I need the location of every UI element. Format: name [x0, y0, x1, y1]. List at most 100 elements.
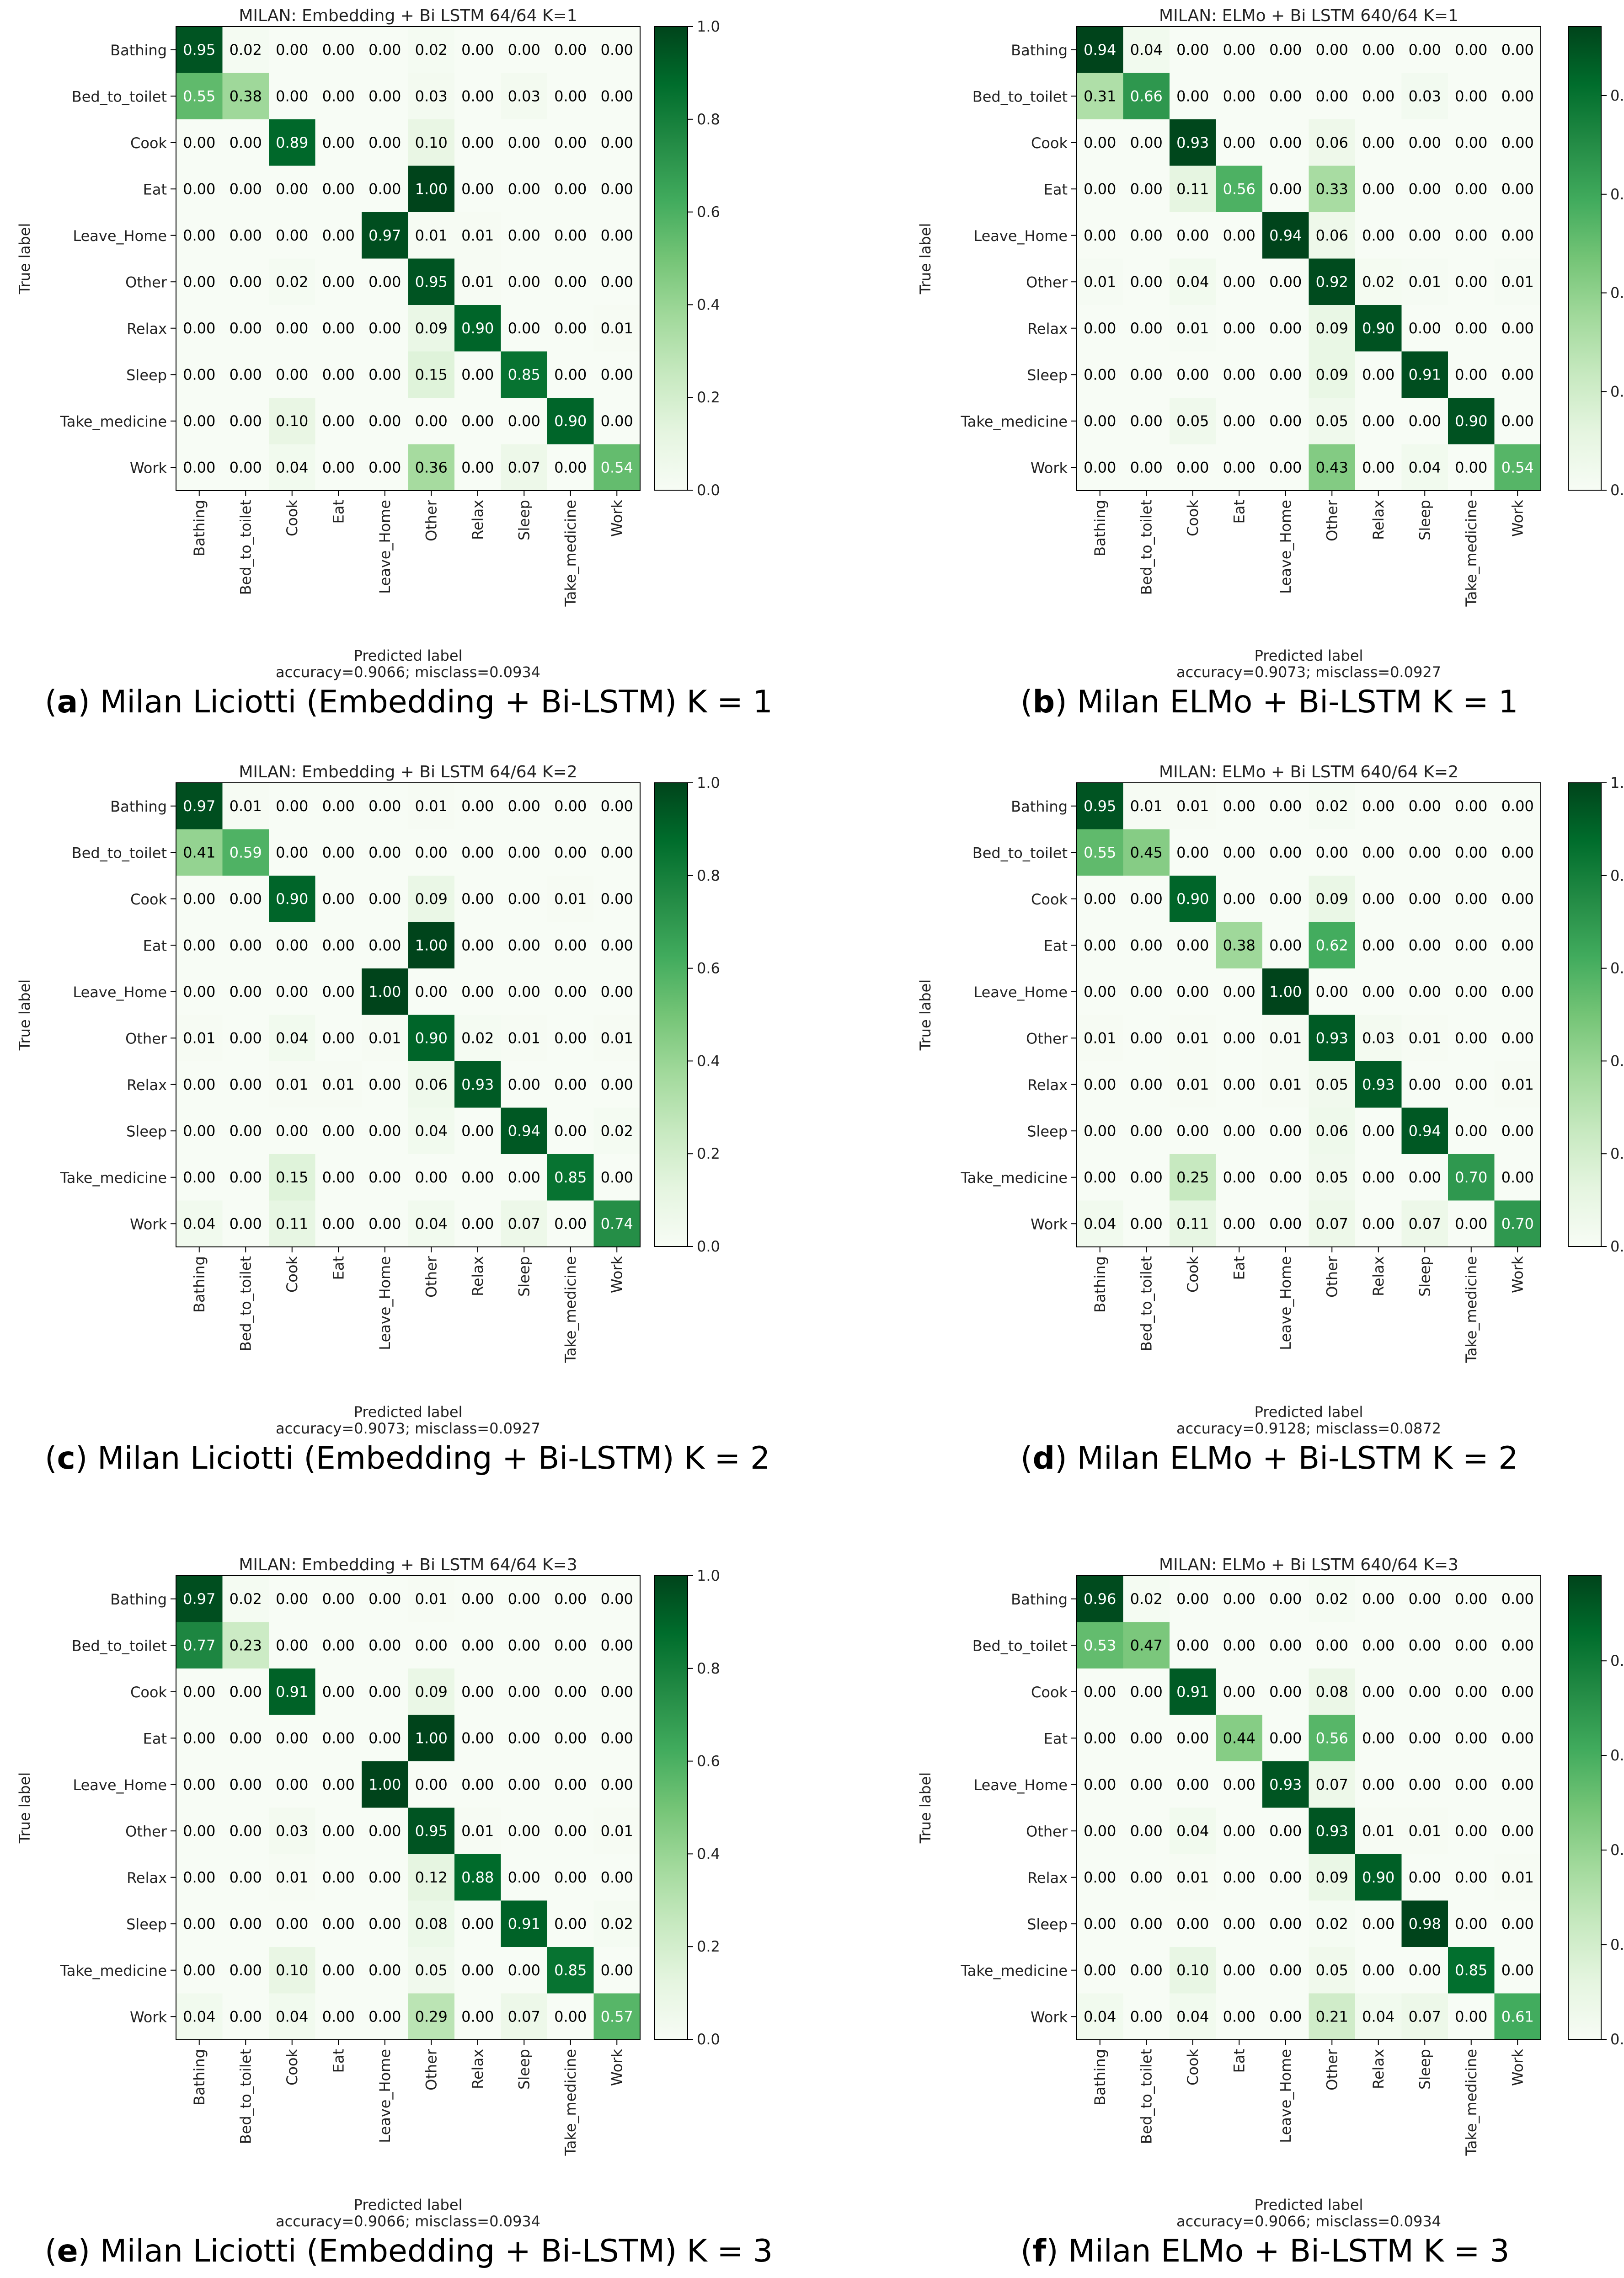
heatmap-cell: [1401, 783, 1448, 830]
cell-value-label: 0.00: [508, 1076, 540, 1093]
heatmap-cell: [454, 73, 502, 120]
cell-value-label: 0.00: [1409, 844, 1441, 861]
cell-value-label: 0.00: [183, 227, 215, 244]
cell-value-label: 0.00: [1223, 1122, 1255, 1139]
heatmap-cell: [547, 119, 594, 166]
x-tick-label: Other: [1323, 499, 1341, 541]
cell-value-label: 0.00: [1362, 1122, 1394, 1139]
cell-value-label: 0.00: [322, 936, 355, 954]
heatmap-cell: [1448, 1668, 1495, 1716]
heatmap-cell: [1077, 1668, 1124, 1716]
cell-value-label: 0.00: [230, 366, 262, 383]
x-tick-label: Take_medicine: [1463, 500, 1480, 607]
heatmap-cell: [176, 166, 223, 213]
heatmap-cell: [1123, 1061, 1170, 1108]
cell-value-label: 0.00: [1269, 1590, 1302, 1608]
heatmap-cell: [1355, 1061, 1402, 1108]
cell-value-label: 0.91: [276, 1683, 308, 1700]
heatmap-cell: [454, 212, 502, 259]
heatmap-cell: [454, 968, 502, 1016]
heatmap-cell: [1123, 968, 1170, 1016]
heatmap-cell: [362, 119, 409, 166]
cell-value-label: 0.00: [1084, 1776, 1116, 1793]
heatmap-cell: [1494, 1947, 1541, 1994]
heatmap-cell: [1262, 258, 1309, 305]
y-tick-label: Relax: [1027, 1869, 1068, 1887]
y-tick-label: Bathing: [1011, 798, 1068, 815]
heatmap-cell: [1123, 1900, 1170, 1947]
cell-value-label: 0.00: [508, 412, 540, 430]
cell-value-label: 0.00: [508, 134, 540, 151]
cell-value-label: 0.00: [461, 2008, 494, 2025]
colorbar: [654, 26, 688, 491]
heatmap-cell: [501, 1668, 548, 1716]
cell-value-label: 0.11: [276, 1215, 308, 1232]
heatmap-cell: [315, 922, 362, 969]
cell-value-label: 0.05: [1316, 1962, 1348, 1979]
accuracy-stats: accuracy=0.9073; misclass=0.0927: [1176, 663, 1441, 681]
colorbar-tick-label: 0.2: [697, 389, 720, 406]
cell-value-label: 0.00: [1269, 1215, 1302, 1232]
cell-value-label: 0.00: [369, 180, 401, 198]
cell-value-label: 0.09: [1316, 1869, 1348, 1886]
colorbar-tick-label: 0.2: [697, 1938, 720, 1955]
heatmap-cell: [1123, 1200, 1170, 1247]
plot-frame: [1076, 26, 1541, 491]
x-tick-label: Eat: [330, 2049, 347, 2073]
heatmap-cell: [1262, 1015, 1309, 1062]
heatmap-cell: [454, 1900, 502, 1947]
cell-value-label: 0.00: [415, 844, 448, 861]
heatmap-cell: [1262, 1061, 1309, 1108]
colorbar-tick-label: 1.0: [697, 18, 720, 35]
cell-value-label: 0.00: [1223, 1683, 1255, 1700]
heatmap-cell: [593, 351, 641, 398]
cell-value-label: 0.54: [601, 459, 633, 476]
cell-value-label: 0.00: [322, 366, 355, 383]
cell-value-label: 0.00: [1455, 273, 1487, 290]
cell-value-label: 0.00: [461, 983, 494, 1000]
cell-value-label: 0.00: [369, 1122, 401, 1139]
heatmap-cell: [1077, 398, 1124, 445]
heatmap-cell: [1494, 73, 1541, 120]
heatmap-cell: [222, 783, 269, 830]
cell-value-label: 0.07: [1409, 1215, 1441, 1232]
heatmap-cell: [176, 1807, 223, 1855]
cell-value-label: 0.09: [1316, 320, 1348, 337]
y-tick-label: Relax: [1027, 1076, 1068, 1094]
cell-value-label: 0.00: [1455, 1729, 1487, 1747]
heatmap-cell: [1077, 968, 1124, 1016]
cell-value-label: 0.00: [1316, 844, 1348, 861]
cell-value-label: 0.00: [230, 2008, 262, 2025]
heatmap-cell: [222, 166, 269, 213]
cell-value-label: 0.00: [1455, 797, 1487, 815]
cell-value-label: 0.00: [1130, 1122, 1163, 1139]
cell-value-label: 0.00: [1409, 1636, 1441, 1654]
cell-value-label: 0.00: [415, 1169, 448, 1186]
cell-value-label: 0.02: [276, 273, 308, 290]
cell-value-label: 0.00: [369, 890, 401, 908]
heatmap-cell: [593, 1761, 641, 1808]
heatmap-cell: [1401, 351, 1448, 398]
heatmap-cell: [1309, 398, 1356, 445]
y-axis-label: True label: [917, 223, 934, 295]
heatmap-cell: [547, 1622, 594, 1669]
x-tick-label: Bed_to_toilet: [1138, 1256, 1155, 1351]
heatmap-cell: [1448, 119, 1495, 166]
x-tick-label: Bed_to_toilet: [237, 1256, 254, 1351]
colorbar-tick-label: 0.0: [697, 1238, 720, 1255]
colorbar-tick-label: 0.8: [697, 1660, 720, 1677]
cell-value-label: 0.00: [369, 1869, 401, 1886]
heatmap-cell: [1448, 922, 1495, 969]
heatmap-cell: [315, 1668, 362, 1716]
cell-value-label: 0.00: [554, 1729, 587, 1747]
x-axis-label: Predicted label: [354, 647, 463, 664]
x-tick-label: Eat: [1230, 500, 1248, 524]
heatmap-cell: [547, 1107, 594, 1155]
y-tick-label: Bathing: [1011, 1591, 1068, 1608]
heatmap-cell: [454, 27, 502, 74]
heatmap-cell: [269, 783, 316, 830]
cell-value-label: 0.00: [508, 180, 540, 198]
cell-value-label: 0.00: [230, 1122, 262, 1139]
heatmap-cell: [1216, 1154, 1263, 1201]
cell-value-label: 0.00: [1316, 41, 1348, 59]
